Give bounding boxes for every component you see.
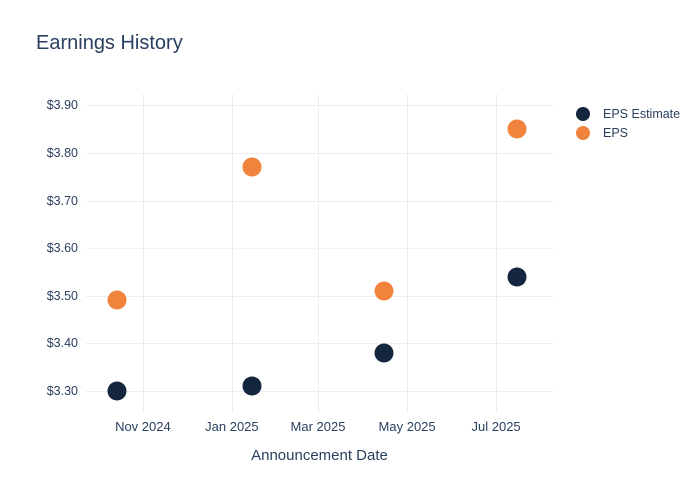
y-tick-label: $3.80 (46, 146, 78, 160)
legend-item-label: EPS (603, 125, 629, 140)
gridline-horizontal (86, 248, 553, 249)
eps-estimate-point[interactable] (107, 381, 127, 401)
y-tick-label: $3.90 (46, 98, 78, 113)
legend-item-label: EPS Estimate (603, 106, 681, 121)
eps-estimate-point[interactable] (507, 267, 526, 287)
x-tick-label: Nov 2024 (115, 419, 171, 434)
x-tick-label: Mar 2025 (290, 419, 346, 434)
gridline-horizontal (86, 200, 553, 202)
eps-estimate-point[interactable] (374, 343, 394, 363)
legend-item-eps-estimate[interactable]: EPS Estimate (576, 104, 680, 123)
y-tick-label: $3.30 (46, 383, 78, 398)
eps-estimate-point[interactable] (242, 376, 262, 396)
x-axis-title: Announcement Date (251, 447, 388, 464)
gridline-vertical (496, 94, 498, 413)
chart-title: Earnings History (36, 32, 183, 54)
y-tick-label: $3.60 (46, 241, 78, 255)
gridline-horizontal (86, 153, 553, 154)
gridline-vertical (142, 94, 144, 413)
eps-point[interactable] (107, 290, 127, 310)
gridline-vertical (231, 94, 233, 413)
gridline-horizontal (86, 343, 553, 345)
gridline-vertical (318, 94, 319, 413)
y-tick-label: $3.70 (46, 193, 78, 208)
legend: EPS Estimate EPS (576, 104, 680, 142)
plot-area (86, 94, 553, 413)
gridline-horizontal (86, 105, 553, 107)
x-tick-label: Jul 2025 (471, 419, 521, 434)
eps-point[interactable] (242, 157, 262, 177)
gridline-vertical (407, 94, 409, 413)
eps-point[interactable] (507, 119, 526, 139)
eps-point[interactable] (374, 281, 394, 301)
y-tick-label: $3.40 (46, 336, 78, 351)
gridline-horizontal (86, 390, 553, 392)
eps-estimate-legend-marker-icon (576, 106, 590, 121)
x-tick-label: Jan 2025 (205, 419, 259, 434)
y-tick-label: $3.50 (46, 288, 78, 303)
x-tick-label: May 2025 (378, 419, 436, 434)
eps-legend-marker-icon (576, 125, 590, 140)
gridline-horizontal (86, 295, 553, 297)
legend-item-eps[interactable]: EPS (576, 123, 680, 142)
